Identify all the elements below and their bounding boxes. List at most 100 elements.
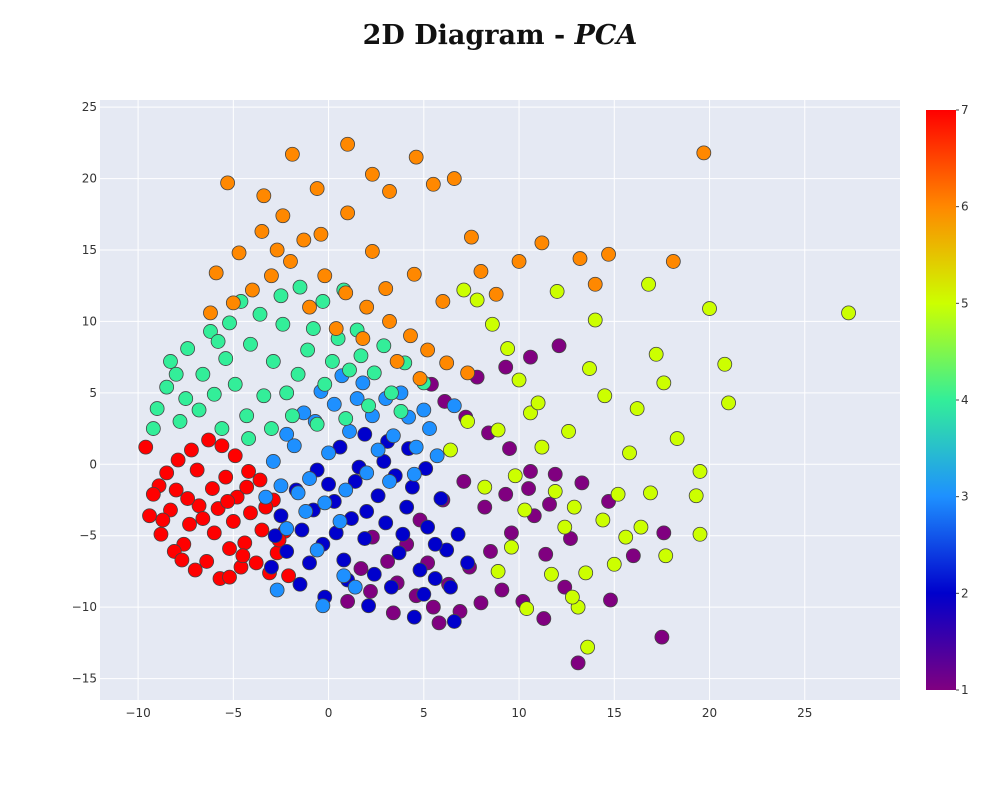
scatter-point xyxy=(403,328,418,344)
scatter-point xyxy=(340,594,356,609)
scatter-point xyxy=(656,375,672,391)
scatter-point xyxy=(298,504,314,519)
scatter-point xyxy=(189,462,205,478)
scatter-point xyxy=(292,279,308,295)
scatter-point xyxy=(500,341,516,356)
scatter-point xyxy=(264,268,279,284)
scatter-point xyxy=(294,522,310,538)
scatter-points xyxy=(138,136,856,671)
scatter-point xyxy=(841,305,856,321)
scatter-point xyxy=(324,354,340,369)
scatter-point xyxy=(265,354,281,369)
scatter-point xyxy=(353,561,369,576)
chart-title-emphasis: PCA xyxy=(574,20,638,51)
scatter-point xyxy=(359,504,375,519)
scatter-point xyxy=(248,555,264,571)
scatter-point xyxy=(498,359,514,375)
scatter-point xyxy=(425,599,441,615)
scatter-point xyxy=(504,525,519,541)
scatter-point xyxy=(235,548,251,564)
scatter-point xyxy=(382,184,397,199)
scatter-point xyxy=(625,548,641,564)
scatter-point xyxy=(159,379,175,395)
scatter-point xyxy=(564,589,580,605)
scatter-point xyxy=(601,246,616,262)
scatter-point xyxy=(523,405,538,421)
scatter-point xyxy=(494,582,510,598)
scatter-point xyxy=(366,566,382,582)
scatter-point xyxy=(511,254,527,269)
scatter-point xyxy=(460,414,476,429)
scatter-point xyxy=(195,511,211,526)
scatter-point xyxy=(256,388,272,404)
scatter-point xyxy=(504,539,519,555)
scatter-point xyxy=(273,288,289,304)
scatter-point xyxy=(669,431,685,446)
scatter-point xyxy=(534,439,550,455)
scatter-point xyxy=(300,342,316,358)
scatter-point xyxy=(391,545,407,561)
scatter-point xyxy=(378,281,394,296)
scatter-point xyxy=(578,565,594,581)
scatter-point xyxy=(340,136,356,152)
scatter-point xyxy=(456,282,472,298)
scatter-point xyxy=(643,485,658,501)
scatter-point xyxy=(309,542,325,558)
scatter-point xyxy=(184,442,199,458)
scatter-point xyxy=(241,464,256,479)
scatter-point xyxy=(336,552,352,568)
scatter-point xyxy=(225,295,241,311)
scatter-point xyxy=(203,324,218,339)
scatter-point xyxy=(425,176,441,192)
scatter-point xyxy=(321,445,336,461)
scatter-point xyxy=(254,224,270,239)
scatter-point xyxy=(199,554,215,569)
scatter-point xyxy=(416,402,432,418)
scatter-point xyxy=(446,614,462,629)
scatter-point xyxy=(153,526,169,542)
scatter-point xyxy=(170,452,186,468)
scatter-point xyxy=(220,494,236,509)
scatter-point xyxy=(557,579,573,595)
scatter-point xyxy=(279,544,295,559)
scatter-point xyxy=(279,385,295,401)
scatter-point xyxy=(702,301,717,316)
scatter-point xyxy=(587,276,603,292)
scatter-point xyxy=(404,479,420,495)
scatter-point xyxy=(654,629,670,645)
y-tick-label: −5 xyxy=(79,529,97,543)
scatter-point xyxy=(361,398,376,414)
scatter-point xyxy=(292,576,308,592)
scatter-point xyxy=(692,464,708,479)
scatter-point xyxy=(547,466,563,482)
scatter-point xyxy=(364,244,380,259)
scatter-point xyxy=(273,478,289,494)
scatter-point xyxy=(473,264,489,279)
y-tick-label: 5 xyxy=(89,386,97,400)
scatter-point xyxy=(243,336,258,352)
scatter-point xyxy=(336,568,352,584)
scatter-point xyxy=(353,348,369,364)
scatter-point xyxy=(206,386,222,402)
scatter-point xyxy=(254,522,270,538)
x-axis-ticks: −10 −5 0 5 10 15 20 25 xyxy=(125,706,812,720)
scatter-point xyxy=(484,316,500,332)
scatter-point xyxy=(357,426,373,442)
scatter-point xyxy=(163,502,178,518)
scatter-point xyxy=(561,424,576,439)
scatter-point xyxy=(361,598,376,614)
y-tick-label: −15 xyxy=(72,672,97,686)
scatter-point xyxy=(549,284,565,299)
scatter-point xyxy=(315,294,331,309)
scatter-point xyxy=(191,402,207,418)
scatter-point xyxy=(138,439,154,455)
scatter-point xyxy=(557,519,573,535)
scatter-point xyxy=(338,285,354,301)
scatter-point xyxy=(572,251,588,266)
scatter-point xyxy=(256,188,272,204)
y-axis-ticks: −15 −10 −5 0 5 10 15 20 25 xyxy=(72,100,97,685)
scatter-point xyxy=(174,552,190,568)
scatter-point xyxy=(406,609,422,625)
scatter-point xyxy=(622,445,637,461)
scatter-point xyxy=(385,605,401,621)
